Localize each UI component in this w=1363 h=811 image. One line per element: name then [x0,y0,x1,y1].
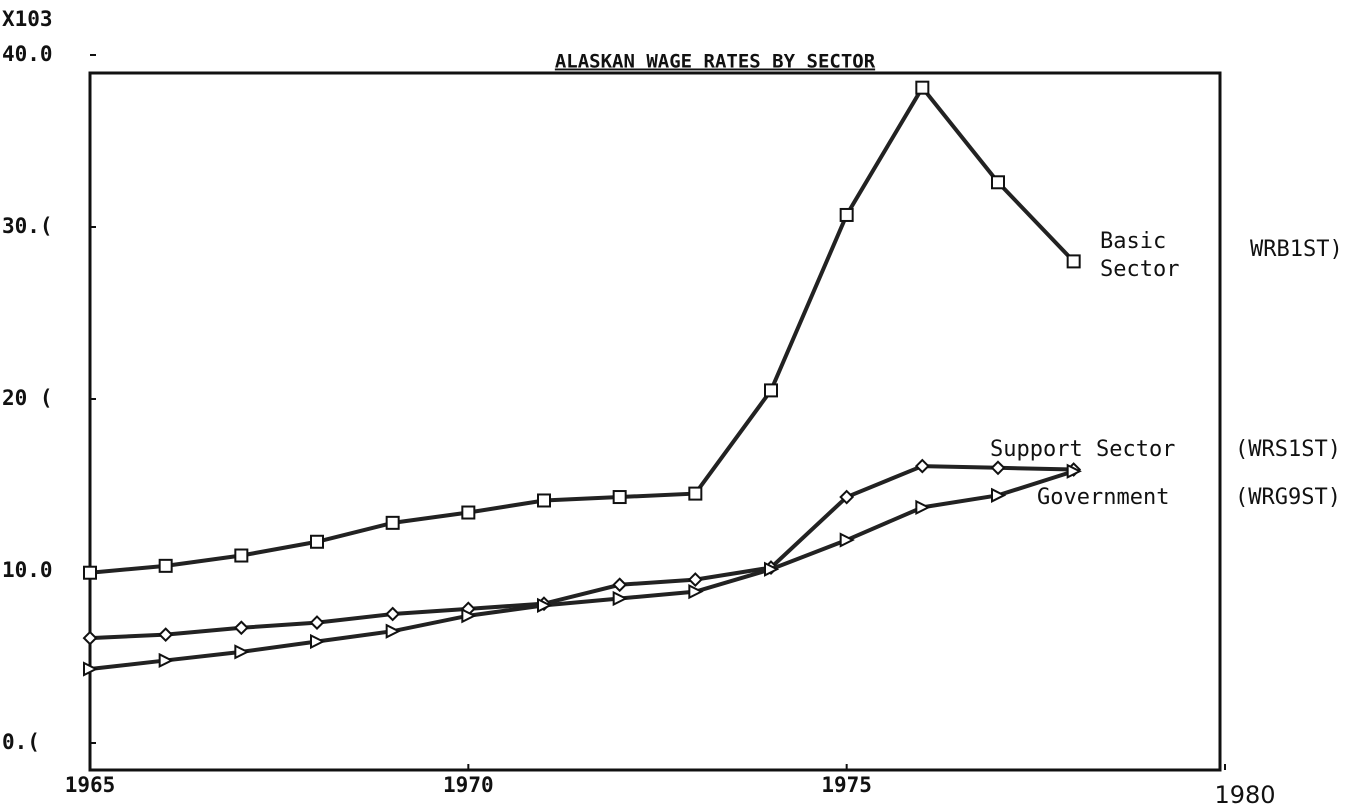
series-label: Basic Sector [1100,229,1180,282]
chart-title: ALASKAN WAGE RATES BY SECTOR [555,51,876,73]
marker [915,80,930,95]
marker [233,620,249,636]
marker [688,486,703,501]
marker [915,499,931,515]
marker [385,515,400,530]
marker [309,615,325,631]
y-multiplier: X103 [2,7,53,31]
marker [990,460,1006,476]
marker [537,597,553,614]
y-tick-label: 0.( [2,730,40,754]
marker [687,572,703,588]
marker [83,565,97,580]
marker [764,383,778,398]
marker [839,532,855,548]
marker [991,487,1007,503]
marker [839,207,854,222]
marker [839,489,855,505]
series-label: Support Sector [990,437,1176,462]
marker [612,577,628,593]
marker [1066,254,1081,269]
y-tick-label: 10.0 [2,558,53,582]
x-tick-label: 1980 [1214,781,1275,809]
marker [158,627,174,643]
series-code: (WRG9ST) [1235,485,1341,510]
marker [234,548,249,563]
x-tick-label: 1965 [65,773,116,797]
marker [385,623,401,639]
marker [461,505,476,520]
y-tick-label: 30.( [2,214,53,238]
marker [82,630,98,646]
marker [234,644,250,660]
series-line [89,469,1075,672]
series-label: Government [1037,485,1170,510]
marker [158,652,174,669]
marker [537,493,551,508]
marker [461,608,477,624]
series-line [89,464,1074,641]
series-code: (WRS1ST) [1235,437,1341,462]
marker [764,561,780,577]
marker [310,534,324,549]
marker [158,558,173,573]
marker [310,633,326,650]
marker [612,590,628,607]
y-tick-label: 40.0 [2,42,53,66]
marker [1066,463,1082,479]
plot-frame [88,71,1222,772]
y-tick-label: 20 ( [2,386,53,410]
x-tick-label: 1970 [443,773,494,797]
marker [612,490,627,505]
series-line [89,84,1076,575]
marker [83,661,99,677]
series-code: WRB1ST) [1250,237,1343,262]
marker [991,175,1005,190]
marker [385,606,401,622]
x-tick-label: 1975 [821,773,872,797]
marker [914,458,930,474]
marker [688,584,704,600]
